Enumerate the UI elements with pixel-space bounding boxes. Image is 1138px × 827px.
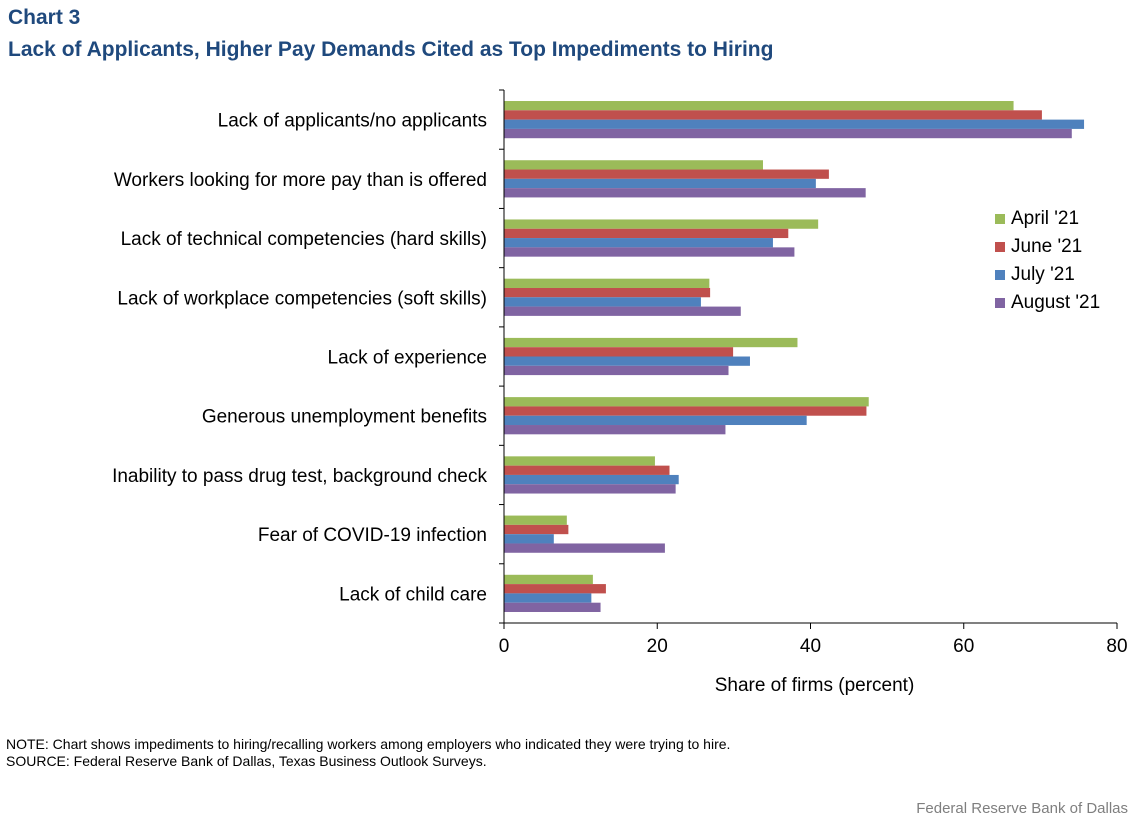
- chart-title: Lack of Applicants, Higher Pay Demands C…: [8, 38, 774, 61]
- legend-swatch: [995, 270, 1005, 280]
- category-label: Lack of child care: [339, 584, 487, 605]
- bar: [504, 602, 601, 612]
- bar: [504, 415, 807, 426]
- bar: [504, 365, 729, 376]
- category-label: Lack of experience: [328, 348, 488, 369]
- x-tick-label: 60: [953, 636, 974, 657]
- legend-swatch: [995, 214, 1005, 224]
- legend-label: August '21: [1011, 292, 1101, 313]
- bar: [504, 128, 1072, 139]
- bar: [504, 297, 701, 307]
- chart-notes: NOTE: Chart shows impediments to hiring/…: [6, 736, 730, 770]
- bar-chart: Lack of applicants/no applicants Workers …: [112, 89, 1128, 696]
- legend-item: July '21: [995, 261, 1100, 289]
- bar: [504, 356, 750, 366]
- legend-label: April '21: [1011, 208, 1080, 229]
- chart-legend: April '21 June '21 July '21 August '21: [995, 205, 1100, 317]
- bar: [504, 247, 795, 257]
- bar: [504, 397, 869, 407]
- bar: [504, 101, 1014, 111]
- x-tick-label: 20: [647, 636, 668, 657]
- x-tick-label: 80: [1106, 636, 1127, 657]
- bar: [504, 228, 789, 239]
- bar: [504, 306, 741, 316]
- legend-swatch: [995, 242, 1005, 252]
- bar: [504, 524, 569, 535]
- bar: [504, 337, 798, 348]
- legend-item: June '21: [995, 233, 1100, 261]
- legend-swatch: [995, 298, 1005, 308]
- bar: [504, 406, 867, 416]
- bar: [504, 219, 819, 229]
- bar: [504, 178, 816, 189]
- bar: [504, 534, 554, 544]
- bar: [504, 119, 1085, 129]
- category-label: Workers looking for more pay than is off…: [114, 170, 487, 191]
- x-tick-label: 0: [499, 636, 510, 657]
- bar: [504, 593, 592, 603]
- bar: [504, 425, 726, 435]
- bar: [504, 543, 665, 553]
- bar: [504, 287, 711, 298]
- bar: [504, 515, 567, 525]
- bar: [504, 160, 763, 170]
- bar: [504, 574, 593, 585]
- bar: [504, 484, 676, 494]
- category-label: Lack of workplace competencies (soft ski…: [117, 288, 487, 309]
- bar: [504, 238, 773, 248]
- category-label: Inability to pass drug test, background …: [112, 466, 487, 487]
- legend-item: April '21: [995, 205, 1100, 233]
- category-label: Lack of technical competencies (hard ski…: [121, 229, 487, 250]
- note-text: NOTE: Chart shows impediments to hiring/…: [6, 736, 731, 752]
- legend-label: July '21: [1011, 264, 1075, 285]
- legend-label: June '21: [1011, 236, 1083, 257]
- source-text: SOURCE: Federal Reserve Bank of Dallas, …: [6, 753, 487, 769]
- bar: [504, 465, 670, 475]
- bar: [504, 456, 655, 466]
- chart-number: Chart 3: [8, 6, 81, 29]
- bar: [504, 584, 606, 594]
- bar: [504, 169, 829, 179]
- credit-text: Federal Reserve Bank of Dallas: [916, 800, 1128, 817]
- x-axis-title: Share of firms (percent): [715, 675, 915, 696]
- category-label: Lack of applicants/no applicants: [218, 111, 487, 132]
- bar: [504, 278, 710, 288]
- bar: [504, 474, 679, 485]
- legend-item: August '21: [995, 289, 1100, 317]
- category-label: Fear of COVID-19 infection: [258, 525, 487, 546]
- x-tick-label: 40: [800, 636, 821, 657]
- category-label: Generous unemployment benefits: [202, 407, 487, 428]
- bar: [504, 188, 866, 198]
- bar: [504, 110, 1042, 120]
- bar: [504, 347, 734, 357]
